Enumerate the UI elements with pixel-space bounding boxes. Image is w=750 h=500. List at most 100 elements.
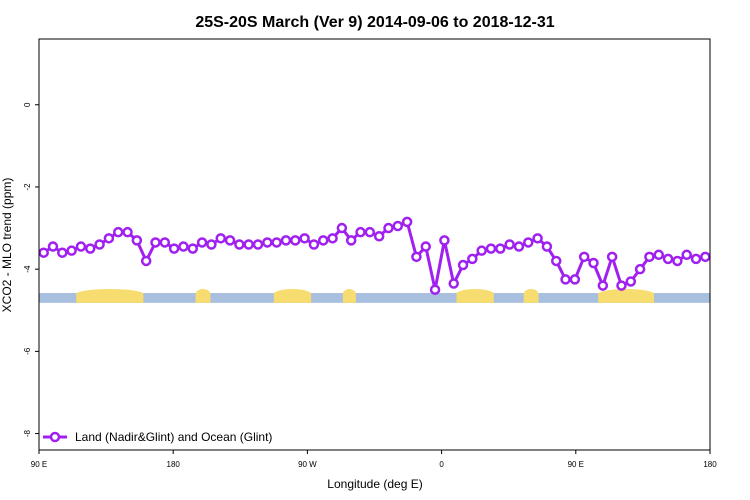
data-point: [224, 235, 236, 246]
legend-label: Land (Nadir&Glint) and Ocean (Glint): [75, 430, 272, 444]
data-point: [103, 233, 115, 244]
data-point: [625, 276, 637, 287]
data-point: [513, 241, 525, 252]
data-point: [122, 226, 133, 238]
y-tick-label: -6: [23, 347, 32, 355]
legend-marker: [49, 431, 61, 443]
plot-frame: [38, 38, 711, 451]
data-point: [364, 226, 376, 238]
data-point: [234, 239, 245, 250]
data-point: [262, 237, 273, 248]
data-point: [150, 237, 161, 248]
data-point: [215, 233, 226, 244]
data-point: [75, 241, 87, 252]
data-point: [700, 251, 711, 263]
data-point: [541, 241, 553, 252]
data-point: [383, 222, 394, 234]
data-point: [560, 274, 571, 285]
data-point: [159, 237, 171, 248]
land-band: [342, 288, 356, 303]
surface-bar: [39, 288, 710, 303]
data-point: [178, 241, 189, 252]
data-point: [308, 239, 320, 250]
data-point: [38, 247, 49, 258]
data-point: [523, 237, 534, 248]
ocean-band: [39, 292, 710, 303]
data-point: [532, 233, 543, 244]
land-band: [456, 288, 494, 303]
data-point: [327, 233, 338, 244]
data-point: [457, 259, 469, 271]
y-tick-label: -8: [23, 429, 32, 437]
data-point: [439, 235, 450, 246]
data-point: [131, 235, 143, 246]
land-band: [76, 288, 144, 303]
data-point: [85, 243, 96, 254]
land-band: [273, 288, 312, 303]
data-point: [168, 243, 180, 254]
data-point: [495, 243, 506, 254]
data-point: [606, 251, 618, 263]
series-layer: [38, 216, 711, 295]
y-axis-label: XCO2 - MLO trend (ppm): [0, 178, 14, 313]
data-point: [578, 251, 590, 263]
legend: Land (Nadir&Glint) and Ocean (Glint): [43, 430, 272, 444]
data-point: [485, 243, 497, 254]
data-point: [476, 245, 487, 256]
y-axis: 0 -2 -4 -6 -8: [23, 102, 39, 437]
data-point: [336, 222, 348, 234]
data-point: [411, 251, 422, 263]
data-point: [504, 239, 515, 250]
x-tick-label: 180: [703, 460, 717, 469]
data-point: [140, 255, 152, 267]
data-point: [243, 239, 254, 250]
data-point: [112, 226, 124, 238]
data-point: [588, 257, 599, 269]
data-point: [550, 255, 562, 267]
y-tick-label: -4: [23, 265, 32, 273]
x-tick-label: 90 E: [31, 460, 47, 469]
data-point: [672, 255, 683, 267]
data-point: [355, 226, 366, 238]
x-tick-label: 180: [167, 460, 181, 469]
x-axis-label: Longitude (deg E): [327, 477, 422, 491]
y-tick-label: 0: [23, 102, 32, 107]
x-axis: 90 E 180 90 W 0 90 E 180: [31, 450, 717, 469]
data-point: [448, 278, 459, 289]
x-tick-label: 90 E: [568, 460, 584, 469]
data-point: [429, 284, 441, 295]
data-point: [597, 280, 609, 291]
data-point: [467, 253, 478, 265]
y-tick-label: -2: [23, 183, 32, 191]
data-point: [57, 247, 68, 258]
data-point: [644, 251, 655, 263]
data-point: [299, 233, 310, 244]
data-point: [634, 263, 646, 275]
x-tick-label: 90 W: [298, 460, 317, 469]
data-point: [653, 249, 664, 261]
data-point: [280, 235, 292, 246]
data-point: [196, 237, 208, 248]
chart-title: 25S-20S March (Ver 9) 2014-09-06 to 2018…: [195, 14, 554, 31]
data-point: [662, 253, 674, 265]
data-point: [373, 231, 385, 242]
x-tick-label: 0: [439, 460, 444, 469]
data-point: [66, 245, 77, 256]
data-point: [681, 249, 692, 261]
data-point: [94, 239, 105, 250]
data-point: [345, 235, 357, 246]
data-point: [690, 253, 702, 265]
data-point: [392, 220, 404, 232]
data-point: [252, 239, 264, 250]
data-point: [206, 239, 217, 250]
data-point: [569, 274, 581, 285]
data-point: [616, 280, 627, 291]
data-point: [290, 235, 301, 246]
data-point: [187, 243, 199, 254]
data-point: [271, 237, 282, 248]
data-point: [420, 241, 432, 252]
land-band: [598, 288, 655, 303]
land-band: [195, 288, 211, 303]
data-point: [401, 216, 413, 228]
